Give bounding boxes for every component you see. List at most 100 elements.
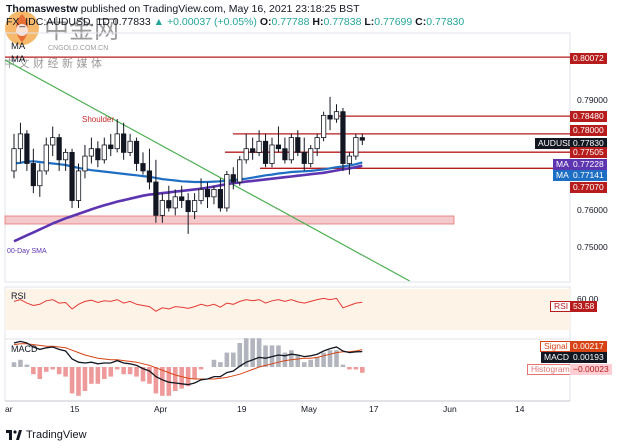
x-tick-label: 14 <box>515 404 525 414</box>
candle <box>95 141 101 168</box>
candle-body <box>69 151 75 201</box>
candle <box>333 104 340 123</box>
candle-body <box>327 114 333 120</box>
macd-histogram-bar <box>295 355 301 367</box>
candle-body <box>50 137 56 146</box>
macd-histogram-bar <box>211 359 217 367</box>
candle <box>37 163 43 197</box>
macd-histogram-bar <box>276 345 281 367</box>
candle-body <box>24 133 30 164</box>
candle-body <box>17 133 24 150</box>
candle-body <box>282 148 288 161</box>
candle <box>11 133 17 179</box>
symbol-name[interactable]: FX_IDC:AUDUSD, 1D <box>6 16 110 28</box>
candle-body <box>185 200 191 213</box>
candle <box>69 148 75 208</box>
candle <box>282 137 288 164</box>
macd-histogram-bar <box>334 350 339 367</box>
candle <box>24 130 30 171</box>
macd-histogram-bar <box>263 345 268 367</box>
macd-histogram-bar <box>327 350 333 367</box>
ma-blue-line <box>13 160 363 184</box>
candle <box>301 137 307 171</box>
candle-body <box>359 137 365 141</box>
candle <box>243 133 249 164</box>
macd-histogram-bar <box>321 352 326 367</box>
candle <box>146 148 153 190</box>
candle <box>101 137 107 164</box>
close-label: C: <box>415 16 427 28</box>
level-tag-77070: 0.77070 <box>570 182 607 193</box>
candle-body <box>224 174 230 209</box>
candle-body <box>146 170 153 183</box>
tradingview-logo[interactable]: TradingView <box>6 429 87 441</box>
trendline <box>4 59 410 282</box>
macd-histogram-bar <box>218 362 223 367</box>
macd-histogram-bar <box>256 338 262 367</box>
candle-body <box>166 200 172 209</box>
candle <box>166 185 172 212</box>
rsi-legend[interactable]: RSI <box>11 291 26 301</box>
level-tag-77505: 0.77505 <box>570 147 607 158</box>
macd-histogram-bar <box>11 362 17 367</box>
candle-body <box>37 170 43 187</box>
macd-histogram-bar <box>24 364 30 367</box>
level-tag-78480: 0.78480 <box>570 111 607 122</box>
macd-histogram-bar <box>43 367 49 372</box>
macd-histogram-bar <box>160 367 165 396</box>
rsi-value-tag: 53.58 <box>570 301 598 312</box>
macd-histogram-bar <box>360 367 365 373</box>
macd-line <box>13 340 363 386</box>
candle-body <box>82 155 88 172</box>
candle-body <box>262 140 269 164</box>
macd-histogram-bar <box>140 367 146 382</box>
macd-histogram-bar <box>121 367 126 375</box>
candle <box>133 137 140 171</box>
ma-purple-line <box>13 164 363 243</box>
histogram-value-tag: −0.00023 <box>570 364 612 375</box>
support-zone <box>4 215 455 225</box>
candle-body <box>353 137 359 157</box>
macd-histogram-bar <box>192 367 197 379</box>
macd-histogram-bar <box>166 367 172 396</box>
macd-label-tag: MACD <box>541 352 573 363</box>
candle <box>250 137 256 160</box>
histogram-label-tag: Histogram <box>527 364 574 375</box>
macd-histogram-bar <box>95 367 101 384</box>
low-value: 0.77699 <box>374 16 413 28</box>
candle-body <box>159 200 165 216</box>
candle <box>185 193 191 234</box>
candle <box>359 133 365 145</box>
macd-histogram-bar <box>185 367 191 387</box>
macd-histogram-bar <box>134 367 139 377</box>
x-tick-label: 17 <box>369 404 379 414</box>
candle-body <box>314 137 320 150</box>
macd-histogram-bar <box>56 367 62 375</box>
candle-body <box>237 159 243 183</box>
candle-body <box>95 148 101 161</box>
candle <box>295 130 301 157</box>
candle <box>262 133 269 168</box>
macd-histogram-bar <box>114 367 120 370</box>
candle <box>327 96 333 131</box>
tradingview-logo-icon <box>6 430 22 440</box>
macd-histogram-bar <box>153 367 159 394</box>
candle <box>288 133 294 164</box>
candle-body <box>172 196 178 209</box>
candle-body <box>250 148 256 153</box>
candle-body <box>75 170 82 201</box>
candle-body <box>127 140 133 153</box>
x-tick-label: Apr <box>154 404 167 414</box>
candle-body <box>243 148 249 161</box>
ma-legend-2[interactable]: MA <box>11 54 26 65</box>
candle <box>50 126 56 157</box>
candle-body <box>101 144 107 161</box>
candle-body <box>211 189 217 198</box>
ma-legend-1[interactable]: MA <box>11 41 26 52</box>
candle-body <box>320 114 327 138</box>
candle <box>217 178 223 212</box>
candle-body <box>340 111 346 164</box>
macd-histogram-bar <box>37 367 43 379</box>
macd-legend[interactable]: MACD <box>11 344 38 354</box>
